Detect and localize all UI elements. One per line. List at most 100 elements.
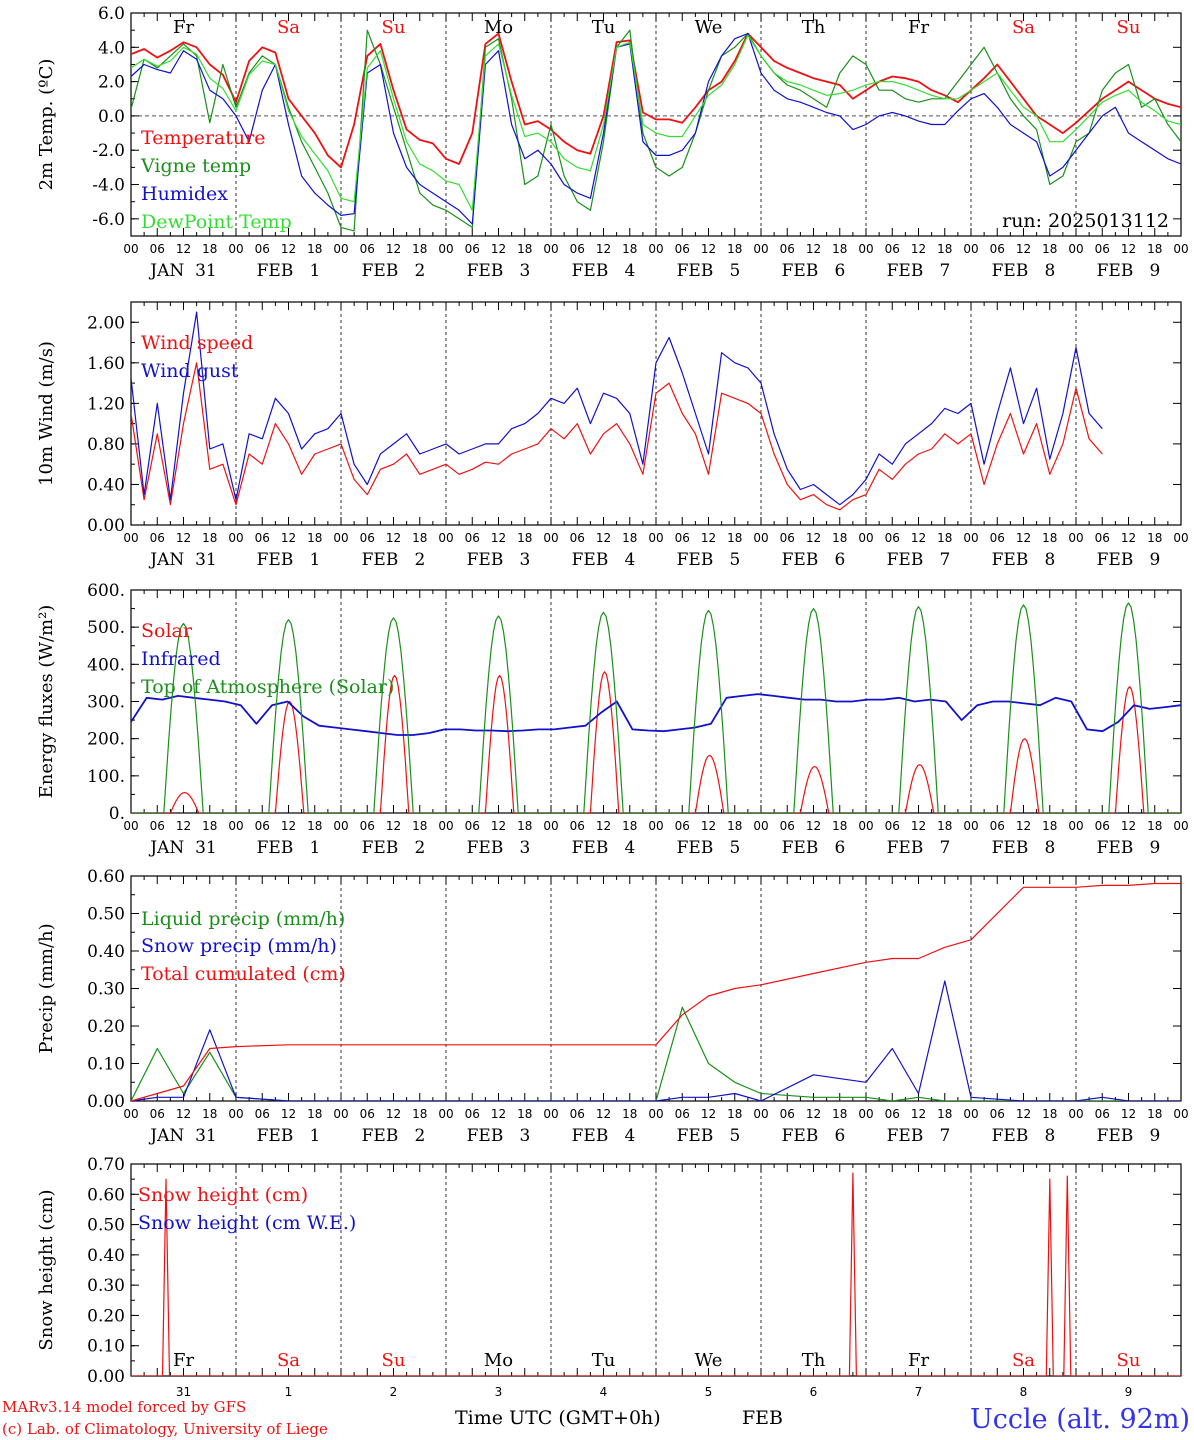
- y-tick-label: 0.00: [87, 516, 125, 536]
- hour-tick-label: 12: [806, 242, 821, 256]
- hour-tick-label: 18: [412, 531, 427, 545]
- hour-tick-label: 12: [701, 819, 716, 833]
- hour-tick-label: 06: [570, 1107, 585, 1121]
- hour-tick-label: 00: [648, 819, 663, 833]
- weekday-label: Tu: [592, 1350, 616, 1371]
- hour-tick-label: 06: [885, 531, 900, 545]
- y-tick-label: 0.40: [87, 475, 125, 495]
- y-tick-label: 4.0: [98, 38, 125, 58]
- hour-tick-label: 12: [1121, 1107, 1136, 1121]
- hour-tick-label: 12: [176, 1107, 191, 1121]
- series-line-2-2: [131, 602, 1181, 813]
- hour-tick-label: 00: [1173, 819, 1188, 833]
- date-label: FEB 2: [362, 261, 426, 281]
- weekday-label: We: [695, 1350, 723, 1371]
- y-tick-label: 300.: [87, 693, 125, 713]
- y-tick-label: -6.0: [92, 210, 125, 230]
- panel-1: [130, 12, 1182, 237]
- hour-tick-label: 06: [570, 819, 585, 833]
- hour-tick-label: 00: [1173, 531, 1188, 545]
- hour-tick-label: 12: [806, 819, 821, 833]
- hour-tick-label: 00: [963, 819, 978, 833]
- date-label: FEB 5: [677, 1126, 741, 1146]
- date-label: JAN 31: [148, 1126, 216, 1146]
- panel-4: [130, 875, 1182, 1102]
- series-group: [131, 1172, 1181, 1376]
- y-tick-label: 0.70: [87, 1155, 125, 1175]
- hour-tick-label: 06: [1095, 819, 1110, 833]
- date-label: FEB 1: [257, 261, 321, 281]
- hour-tick-label: 06: [150, 819, 165, 833]
- series-group: [131, 882, 1181, 1101]
- y-tick-label: -4.0: [92, 176, 125, 196]
- hour-tick-label: 18: [307, 819, 322, 833]
- hour-tick-label: 12: [281, 819, 296, 833]
- panel-2: [130, 301, 1182, 526]
- hour-tick-label: 00: [438, 242, 453, 256]
- legend-entry: Snow precip (mm/h): [141, 935, 337, 957]
- hour-tick-label: 00: [1068, 242, 1083, 256]
- model-credit: MARv3.14 model forced by GFS: [2, 1398, 246, 1416]
- hour-tick-label: 00: [228, 1107, 243, 1121]
- weekday-label: Fr: [173, 1350, 194, 1371]
- weekday-label: Mo: [484, 17, 513, 38]
- series-group: [131, 29, 1181, 232]
- hour-tick-label: 18: [1147, 242, 1162, 256]
- weekday-label: Fr: [908, 17, 929, 38]
- weekday-label: Su: [382, 17, 406, 38]
- hour-tick-label: 18: [202, 242, 217, 256]
- date-label: FEB 7: [887, 550, 951, 570]
- y-tick-label: 0.60: [87, 867, 125, 887]
- hour-tick-label: 00: [1068, 1107, 1083, 1121]
- y-tick-label: 0.20: [87, 1017, 125, 1037]
- day-number-label: 2: [390, 1385, 398, 1399]
- legend-entry: Vigne temp: [140, 155, 251, 177]
- hour-tick-label: 18: [307, 242, 322, 256]
- hour-tick-label: 18: [727, 242, 742, 256]
- hour-tick-label: 00: [333, 242, 348, 256]
- hour-tick-label: 06: [780, 1107, 795, 1121]
- hour-tick-label: 18: [937, 531, 952, 545]
- date-label: FEB 4: [572, 838, 636, 858]
- date-label: FEB 9: [1097, 1126, 1161, 1146]
- hour-tick-label: 00: [753, 531, 768, 545]
- hour-tick-label: 06: [1095, 242, 1110, 256]
- date-label: FEB 6: [782, 838, 846, 858]
- hour-tick-label: 18: [1147, 1107, 1162, 1121]
- hour-tick-label: 18: [1042, 819, 1057, 833]
- hour-tick-label: 06: [885, 242, 900, 256]
- date-label: JAN 31: [148, 838, 216, 858]
- hour-tick-label: 12: [281, 1107, 296, 1121]
- weekday-label: Sa: [1012, 1350, 1035, 1371]
- legend-entry: Snow height (cm W.E.): [138, 1212, 356, 1234]
- hour-tick-label: 06: [150, 242, 165, 256]
- y-tick-label: 6.0: [98, 4, 125, 24]
- hour-tick-label: 12: [911, 242, 926, 256]
- hour-tick-label: 00: [963, 531, 978, 545]
- hour-tick-label: 12: [1016, 819, 1031, 833]
- weekday-label: Fr: [173, 17, 194, 38]
- hour-tick-label: 12: [596, 819, 611, 833]
- weekday-label: We: [695, 17, 723, 38]
- hour-tick-label: 00: [753, 242, 768, 256]
- day-number-label: 8: [1020, 1385, 1028, 1399]
- hour-tick-label: 00: [543, 242, 558, 256]
- hour-tick-label: 00: [648, 531, 663, 545]
- hour-tick-label: 18: [307, 1107, 322, 1121]
- hour-tick-label: 12: [491, 242, 506, 256]
- y-tick-label: 0.50: [87, 905, 125, 925]
- hour-tick-label: 12: [1121, 242, 1136, 256]
- hour-tick-label: 18: [1042, 242, 1057, 256]
- hour-tick-label: 00: [858, 531, 873, 545]
- day-number-label: 6: [810, 1385, 818, 1399]
- hour-tick-label: 00: [543, 819, 558, 833]
- hour-tick-label: 06: [255, 531, 270, 545]
- hour-tick-label: 18: [202, 819, 217, 833]
- month-label: FEB: [742, 1407, 783, 1429]
- date-label: FEB 9: [1097, 550, 1161, 570]
- y-tick-label: 1.60: [87, 354, 125, 374]
- y-tick-label: 0.80: [87, 435, 125, 455]
- hour-tick-label: 00: [753, 1107, 768, 1121]
- date-label: FEB 8: [992, 550, 1056, 570]
